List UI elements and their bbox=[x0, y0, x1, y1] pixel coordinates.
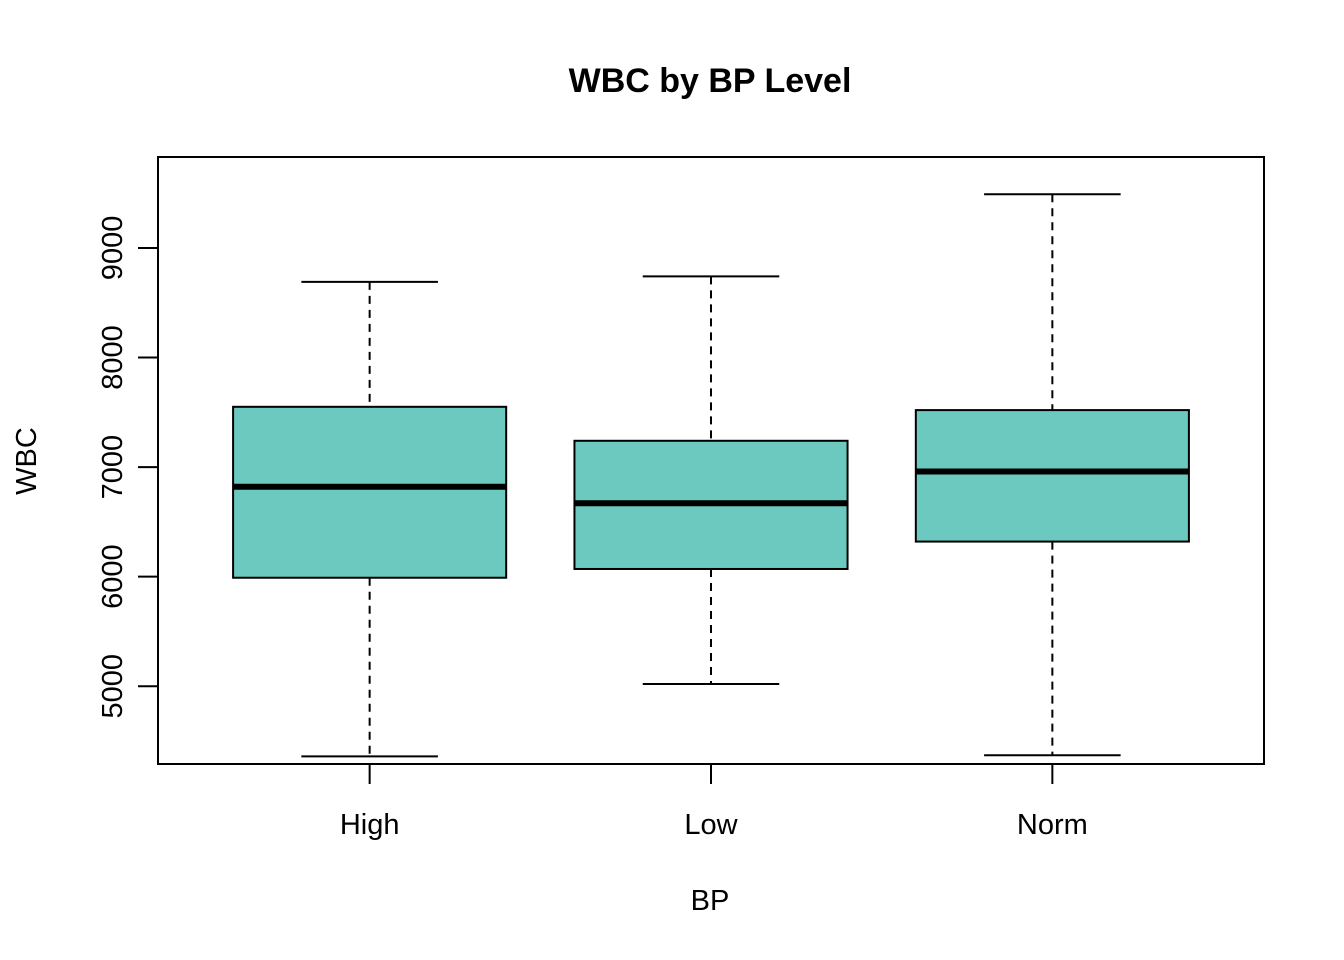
x-tick-label: Norm bbox=[1017, 809, 1088, 841]
box-iqr bbox=[914, 409, 1190, 543]
box-low bbox=[573, 275, 849, 686]
y-tick-label: 9000 bbox=[97, 216, 129, 281]
chart-title: WBC by BP Level bbox=[569, 62, 852, 100]
x-axis: High Low Norm bbox=[340, 764, 1088, 841]
y-axis-label: WBC bbox=[11, 427, 43, 495]
x-tick-label: High bbox=[340, 809, 400, 841]
y-tick-label: 8000 bbox=[97, 325, 129, 390]
x-tick-label: Low bbox=[684, 809, 738, 841]
x-axis-label: BP bbox=[691, 885, 730, 917]
y-tick-label: 6000 bbox=[97, 544, 129, 609]
boxes-layer bbox=[232, 193, 1190, 758]
y-tick-label: 7000 bbox=[97, 435, 129, 500]
box-high bbox=[232, 280, 508, 758]
y-tick-label: 5000 bbox=[97, 654, 129, 719]
y-axis: 5000 6000 7000 8000 9000 bbox=[97, 216, 159, 719]
box-iqr bbox=[232, 405, 508, 579]
box-norm bbox=[914, 193, 1190, 757]
